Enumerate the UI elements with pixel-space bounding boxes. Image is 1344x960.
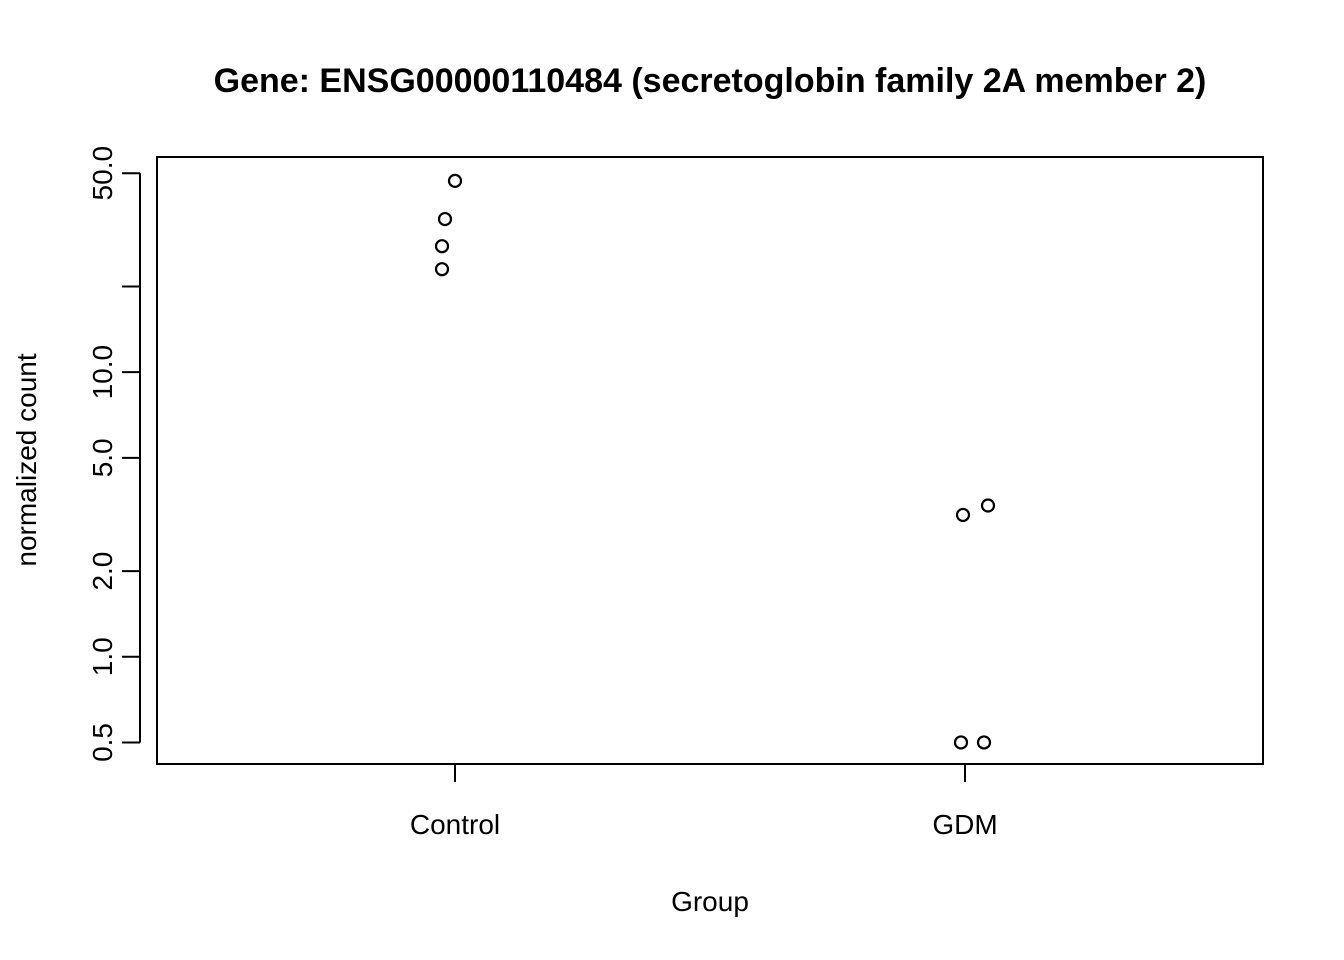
y-tick-label: 10.0 — [87, 345, 118, 400]
x-axis: Control GDM — [410, 764, 998, 840]
y-axis-label: normalized count — [11, 353, 42, 566]
x-tick-label-gdm: GDM — [932, 809, 997, 840]
y-tick-label: 5.0 — [87, 438, 118, 477]
data-point-gdm — [955, 507, 971, 523]
data-point-gdm — [953, 735, 969, 750]
data-point-control — [447, 173, 463, 188]
data-points — [434, 173, 996, 750]
plot-frame — [156, 156, 1264, 765]
y-axis: 0.5 1.0 2.0 5.0 10.0 50.0 — [87, 146, 141, 762]
chart-title: Gene: ENSG00000110484 (secretoglobin fam… — [214, 62, 1207, 100]
data-point-control — [437, 211, 453, 227]
y-tick-label: 50.0 — [87, 146, 118, 201]
y-tick-label: 2.0 — [87, 552, 118, 591]
data-point-control — [434, 262, 450, 277]
x-tick-label-control: Control — [410, 809, 500, 840]
y-tick-label: 1.0 — [87, 637, 118, 676]
y-tick-label: 0.5 — [87, 723, 118, 762]
x-axis-label: Group — [671, 886, 749, 917]
data-point-gdm — [976, 735, 992, 750]
data-point-gdm — [980, 498, 996, 513]
data-point-control — [434, 239, 450, 254]
